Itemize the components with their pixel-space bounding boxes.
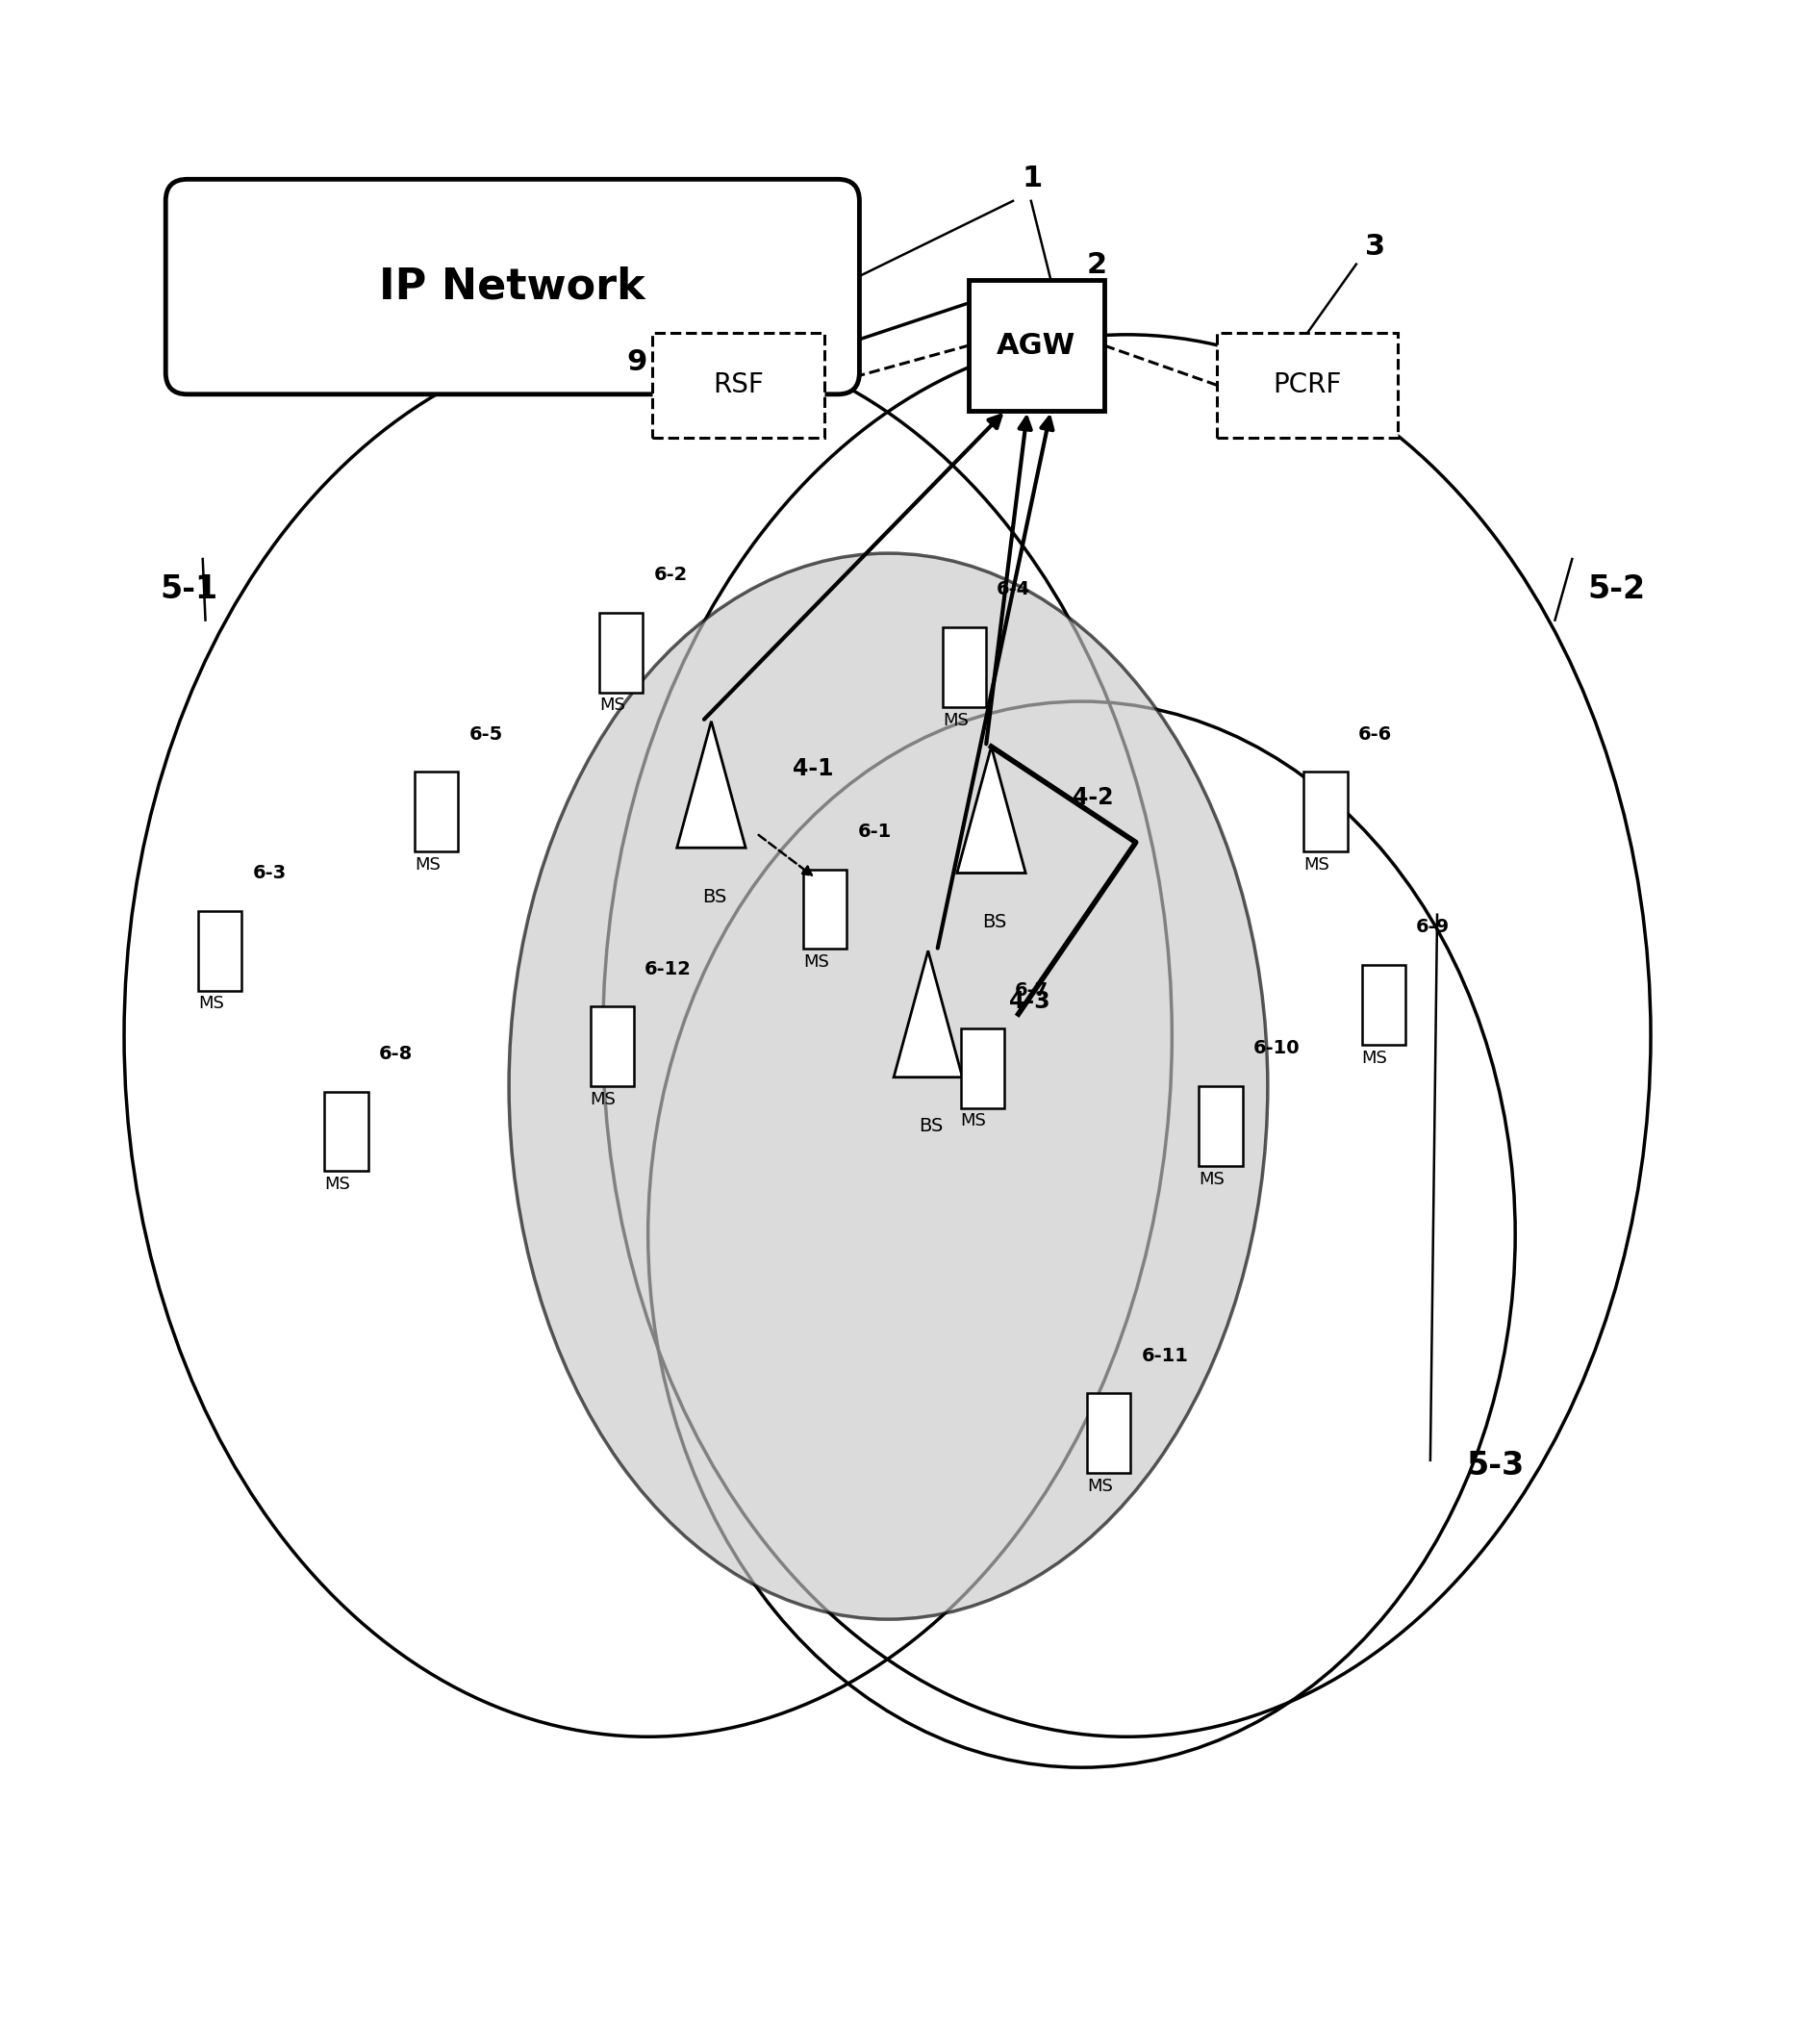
Text: 6-1: 6-1	[857, 823, 892, 842]
Text: BS: BS	[983, 913, 1006, 931]
Bar	[415, 773, 459, 852]
Bar	[198, 911, 242, 990]
Bar	[803, 870, 846, 949]
Text: 6-10: 6-10	[1254, 1038, 1299, 1057]
Text: 4-2: 4-2	[1072, 787, 1114, 809]
Text: MS: MS	[599, 698, 624, 714]
Text: 6-2: 6-2	[653, 566, 688, 584]
Text: MS: MS	[324, 1176, 351, 1192]
Text: 2: 2	[1087, 251, 1107, 280]
Text: MS: MS	[1087, 1478, 1112, 1495]
Polygon shape	[894, 951, 963, 1077]
Bar	[599, 612, 642, 692]
Text: 5-1: 5-1	[160, 574, 218, 604]
Text: 6-4: 6-4	[997, 580, 1030, 598]
Text: RSF: RSF	[713, 371, 764, 400]
Text: MS: MS	[1361, 1048, 1387, 1067]
Polygon shape	[957, 746, 1026, 874]
Text: 5-3: 5-3	[1467, 1450, 1525, 1482]
Text: 6-3: 6-3	[253, 864, 286, 882]
Text: 6-12: 6-12	[644, 959, 692, 977]
Text: PCRF: PCRF	[1274, 371, 1341, 400]
Text: 4-3: 4-3	[1010, 990, 1050, 1014]
Ellipse shape	[510, 554, 1269, 1618]
Bar	[943, 627, 986, 708]
Bar	[324, 1091, 368, 1172]
Bar	[1199, 1087, 1243, 1166]
Bar	[653, 333, 824, 438]
Text: MS: MS	[590, 1091, 617, 1107]
Text: MS: MS	[961, 1113, 986, 1130]
Text: 5-2: 5-2	[1587, 574, 1645, 604]
Text: 3: 3	[1365, 233, 1385, 262]
Text: MS: MS	[1303, 856, 1330, 874]
Text: MS: MS	[198, 996, 224, 1012]
Text: 6-5: 6-5	[470, 724, 502, 742]
Text: 6-8: 6-8	[379, 1044, 413, 1063]
Text: IP Network: IP Network	[379, 266, 646, 308]
Bar	[590, 1006, 633, 1087]
Bar	[968, 280, 1105, 410]
Bar	[1361, 965, 1405, 1044]
Polygon shape	[677, 722, 746, 848]
Bar	[1087, 1393, 1130, 1472]
Bar	[1218, 333, 1398, 438]
Text: 9: 9	[626, 349, 646, 377]
Text: MS: MS	[1199, 1170, 1225, 1188]
Text: MS: MS	[943, 712, 968, 728]
Text: BS: BS	[919, 1117, 943, 1136]
FancyBboxPatch shape	[166, 178, 859, 393]
Text: BS: BS	[703, 888, 726, 907]
Bar	[961, 1028, 1005, 1107]
Text: MS: MS	[415, 856, 440, 874]
Text: 4-1: 4-1	[792, 756, 834, 781]
Text: AGW: AGW	[997, 331, 1076, 359]
Text: 6-11: 6-11	[1141, 1347, 1188, 1365]
Text: MS: MS	[803, 953, 830, 971]
Text: 6-6: 6-6	[1358, 724, 1392, 742]
Text: 1: 1	[1023, 164, 1043, 193]
Bar	[1303, 773, 1347, 852]
Text: 6-9: 6-9	[1416, 919, 1451, 937]
Text: 6-7: 6-7	[1016, 982, 1048, 1000]
